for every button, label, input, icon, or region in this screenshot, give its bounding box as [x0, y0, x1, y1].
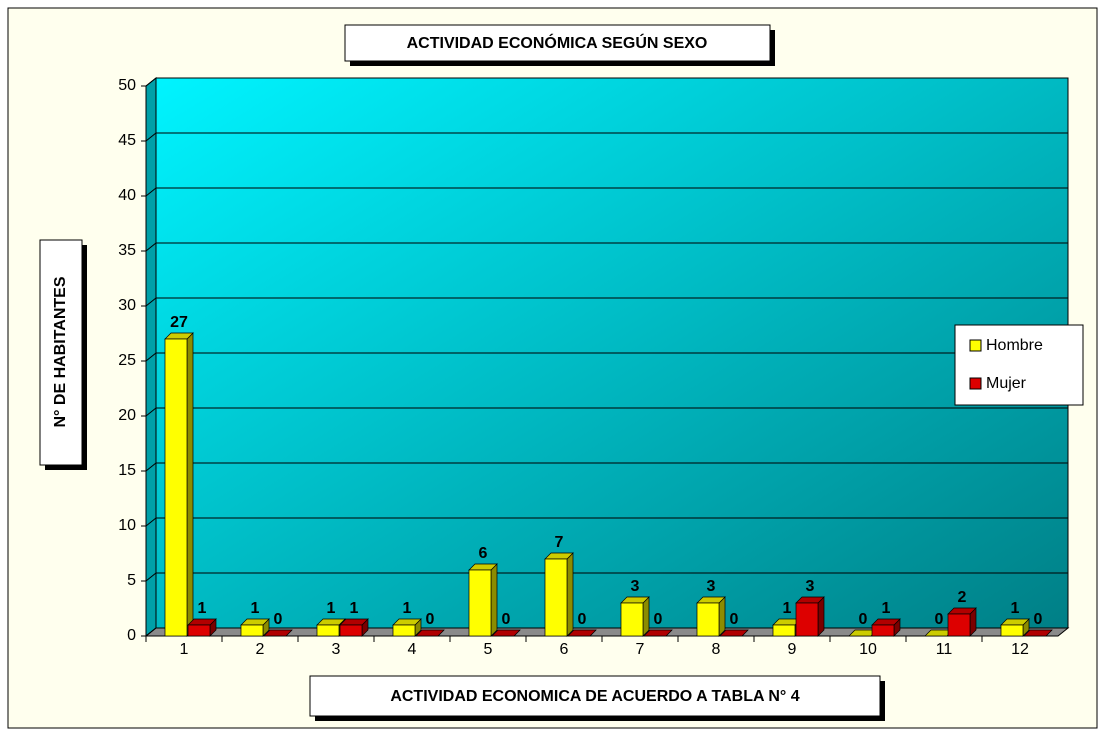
x-tick-label: 9: [788, 641, 797, 658]
grid-line: [145, 407, 1068, 417]
bar-side: [817, 596, 825, 637]
data-label: 1: [403, 600, 412, 617]
legend-swatch: [969, 377, 982, 390]
y-tick-label: 15: [118, 462, 136, 479]
bar: [696, 602, 720, 637]
bar: [164, 338, 188, 637]
bar-side: [718, 596, 726, 637]
bar: [187, 624, 211, 637]
x-tick-label: 5: [484, 641, 493, 658]
data-label: 0: [502, 611, 511, 628]
x-tick-label: 3: [332, 641, 341, 658]
data-label: 0: [426, 611, 435, 628]
grid-line: [145, 187, 1068, 197]
x-label-box: [309, 675, 881, 717]
bar-top: [643, 629, 673, 637]
x-tick-label: 6: [560, 641, 569, 658]
x-axis-label: ACTIVIDAD ECONOMICA DE ACUERDO A TABLA N…: [390, 688, 799, 705]
y-tick-label: 45: [118, 132, 136, 149]
bar: [620, 602, 644, 637]
y-label-box: [39, 239, 83, 466]
grid-line: [145, 462, 1068, 472]
grid-line: [145, 77, 1068, 87]
data-label: 6: [479, 545, 488, 562]
y-tick-label: 30: [118, 297, 136, 314]
bar-top: [567, 629, 597, 637]
data-label: 0: [578, 611, 587, 628]
y-tick-label: 5: [127, 572, 136, 589]
legend-label: Mujer: [986, 375, 1027, 392]
data-label: 0: [1034, 611, 1043, 628]
chart-title: ACTIVIDAD ECONÓMICA SEGÚN SEXO: [407, 33, 708, 52]
data-label: 0: [935, 611, 944, 628]
bar: [544, 558, 568, 637]
data-label: 2: [958, 589, 967, 606]
bar-top: [263, 629, 293, 637]
data-label: 3: [631, 578, 640, 595]
legend-swatch: [969, 339, 982, 352]
data-label: 0: [859, 611, 868, 628]
data-label: 1: [783, 600, 792, 617]
bar: [339, 624, 363, 637]
bar-top: [415, 629, 445, 637]
data-label: 27: [170, 314, 188, 331]
data-label: 1: [251, 600, 260, 617]
bar: [392, 624, 416, 637]
y-axis-label: N° DE HABITANTES: [52, 276, 69, 427]
grid-line: [145, 297, 1068, 307]
data-label: 0: [274, 611, 283, 628]
x-tick-label: 8: [712, 641, 721, 658]
grid-line: [145, 352, 1068, 362]
x-tick-label: 10: [859, 641, 877, 658]
bar: [772, 624, 796, 637]
y-tick-label: 25: [118, 352, 136, 369]
y-tick-label: 50: [118, 77, 136, 94]
bar-side: [490, 563, 498, 637]
grid-line: [145, 132, 1068, 142]
bar: [947, 613, 971, 637]
grid-line: [145, 627, 1068, 637]
bar-side: [642, 596, 650, 637]
grid-line: [145, 242, 1068, 252]
legend-label: Hombre: [986, 337, 1043, 354]
data-label: 1: [882, 600, 891, 617]
bar: [1000, 624, 1024, 637]
y-tick-label: 10: [118, 517, 136, 534]
y-tick-label: 40: [118, 187, 136, 204]
plot-area: [141, 76, 1070, 642]
y-tick-label: 35: [118, 242, 136, 259]
y-tick-label: 20: [118, 407, 136, 424]
x-tick-label: 4: [408, 641, 417, 658]
y-tick-label: 0: [127, 627, 136, 644]
data-label: 1: [350, 600, 359, 617]
bar: [316, 624, 340, 637]
data-label: 1: [198, 600, 207, 617]
x-tick-label: 12: [1011, 641, 1029, 658]
bar-top: [719, 629, 749, 637]
x-tick-label: 1: [180, 641, 189, 658]
bar: [795, 602, 819, 637]
data-label: 3: [806, 578, 815, 595]
data-label: 0: [730, 611, 739, 628]
x-tick-label: 7: [636, 641, 645, 658]
bar-top: [1023, 629, 1053, 637]
bar: [871, 624, 895, 637]
bar: [468, 569, 492, 637]
data-label: 1: [327, 600, 336, 617]
x-tick-label: 11: [936, 641, 953, 658]
grid-line: [145, 517, 1068, 527]
legend: [954, 324, 1084, 406]
data-label: 7: [555, 534, 564, 551]
data-label: 0: [654, 611, 663, 628]
data-label: 3: [707, 578, 716, 595]
bar-top: [491, 629, 521, 637]
title-box: [344, 24, 771, 62]
data-label: 1: [1011, 600, 1020, 617]
bar-side: [186, 332, 194, 637]
grid-line: [145, 572, 1068, 582]
bar-side: [566, 552, 574, 637]
x-tick-label: 2: [256, 641, 265, 658]
bar: [240, 624, 264, 637]
